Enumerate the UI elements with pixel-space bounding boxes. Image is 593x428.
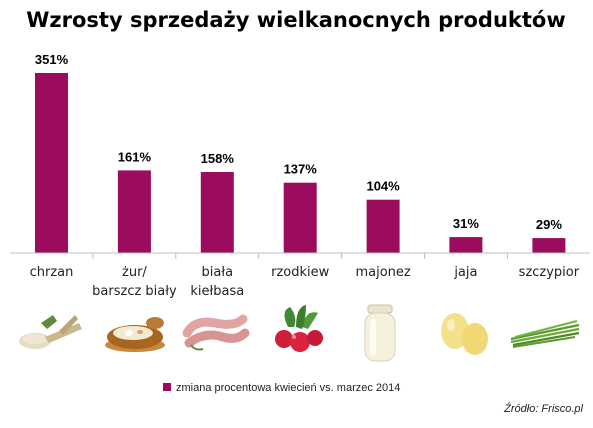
mayonnaise-jar-icon <box>364 304 396 362</box>
bar-0 <box>35 73 68 253</box>
category-label-2-line-1: kiełbasa <box>190 284 244 299</box>
bar-2 <box>200 172 234 253</box>
value-label-5: 31% <box>453 216 479 231</box>
bar-5 <box>449 237 483 253</box>
chart-title: Wzrosty sprzedaży wielkanocnych produktó… <box>26 8 565 32</box>
sour-soup-bowl-icon <box>105 317 165 352</box>
category-label-2-line-0: biała <box>202 265 234 280</box>
bar-3 <box>283 182 317 253</box>
category-label-4: majonez <box>355 265 410 280</box>
category-label-6: szczypior <box>519 265 580 280</box>
category-label-1-line-0: żur/ <box>122 265 147 280</box>
value-labels-group: 351% 161% 158% 137% 104% 31% 29% <box>35 52 562 232</box>
horseradish-icon <box>19 315 82 349</box>
radish-icon <box>275 305 323 352</box>
eggs-icon <box>441 313 488 355</box>
category-label-1-line-1: barszcz biały <box>92 284 177 299</box>
bar-1 <box>117 170 151 253</box>
value-label-6: 29% <box>536 217 562 232</box>
legend-swatch <box>163 383 171 391</box>
category-labels-group: chrzan żur/barszcz biały biała kiełbasa rzod… <box>30 253 580 299</box>
category-label-5: jaja <box>453 265 477 280</box>
value-label-4: 104% <box>366 179 400 194</box>
bars-group <box>35 73 566 253</box>
value-label-2: 158% <box>201 151 235 166</box>
bar-4 <box>366 199 400 253</box>
chives-icon <box>510 320 580 348</box>
value-label-3: 137% <box>284 162 318 177</box>
value-label-0: 351% <box>35 52 69 67</box>
category-label-0: chrzan <box>30 265 74 280</box>
category-label-3: rzodkiew <box>271 265 330 280</box>
legend-label: zmiana procentowa kwiecień vs. marzec 20… <box>176 382 400 394</box>
value-label-1: 161% <box>118 149 152 164</box>
white-sausage-icon <box>182 314 250 351</box>
bar-6 <box>532 238 566 253</box>
source-note: Źródło: Frisco.pl <box>503 402 583 415</box>
